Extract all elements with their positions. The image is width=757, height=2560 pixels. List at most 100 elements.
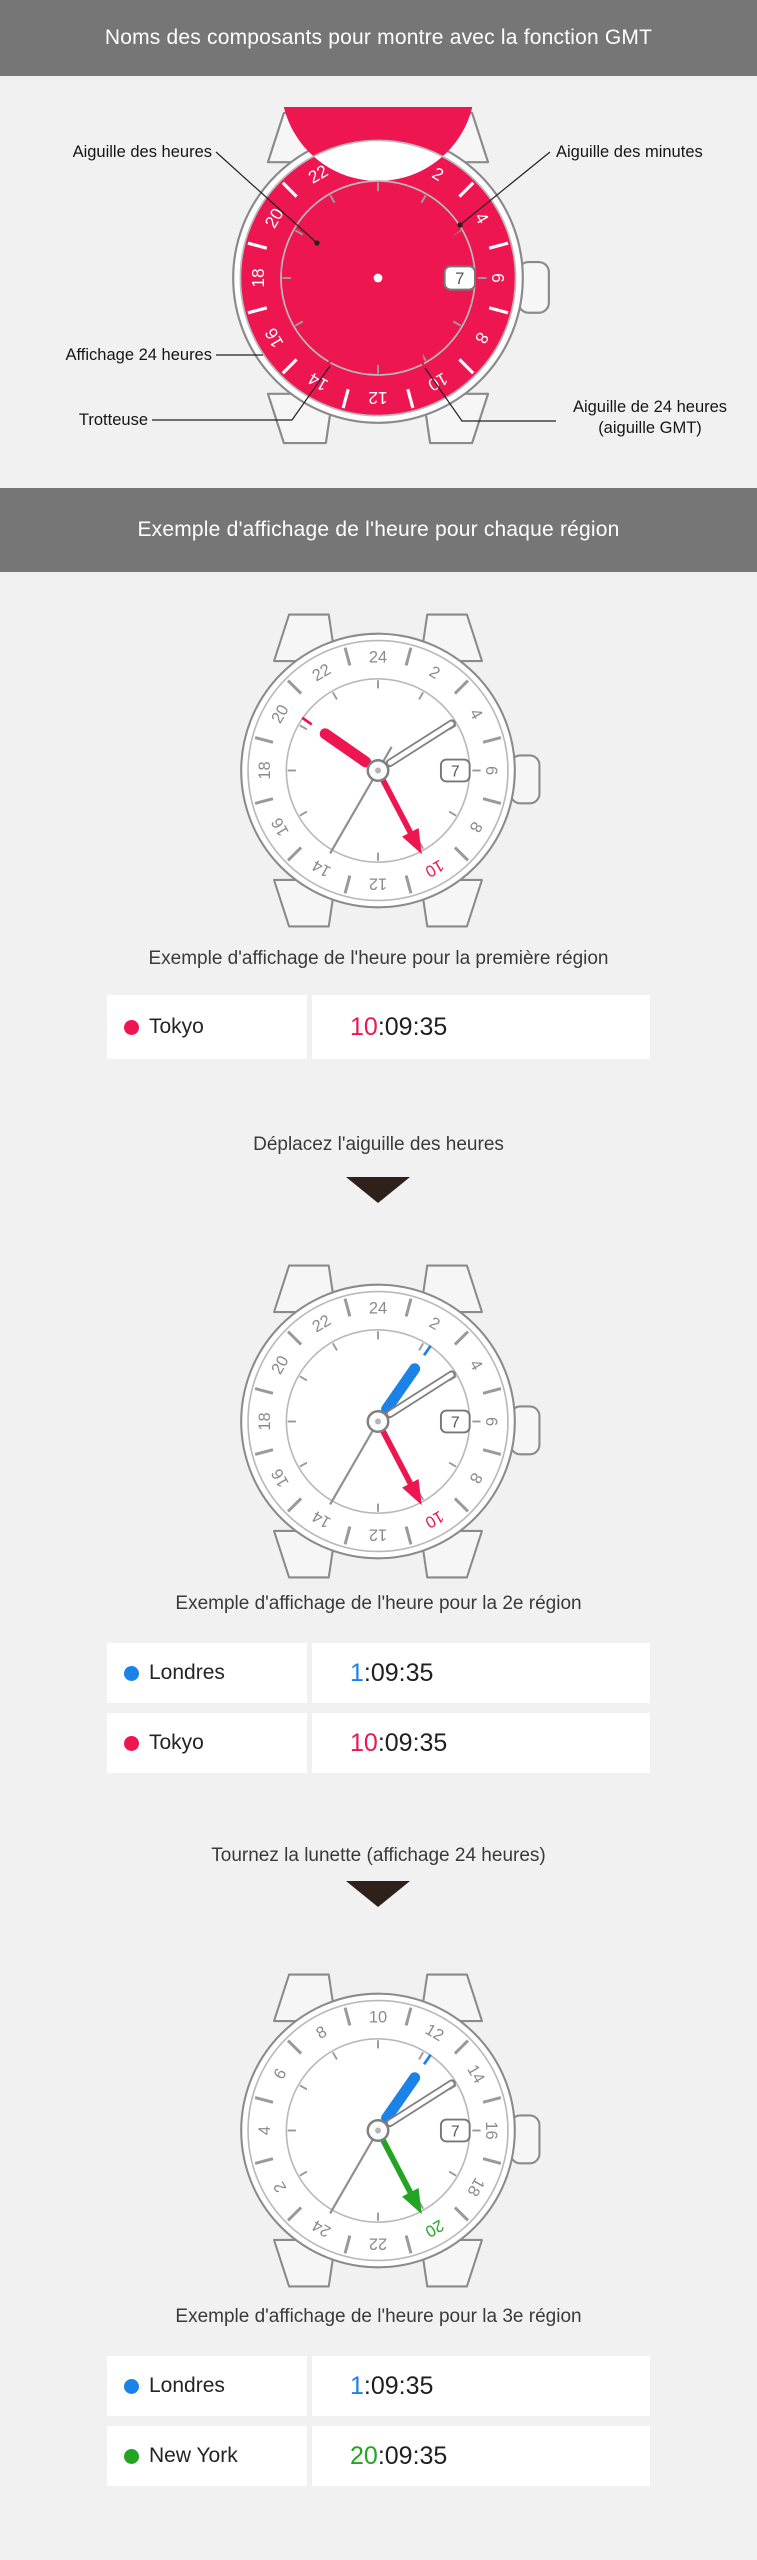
dial-tick xyxy=(299,2084,308,2091)
bezel-tick xyxy=(488,306,509,315)
bezel-tick xyxy=(404,1298,413,1317)
dial-tick xyxy=(332,691,338,700)
dial-tick xyxy=(418,2051,424,2060)
bezel-tick xyxy=(254,2096,274,2104)
city-dot-tokyo xyxy=(124,1735,139,1751)
city-name: Tokyo xyxy=(149,1015,204,1038)
bezel-tick xyxy=(286,1497,303,1513)
bezel-tick xyxy=(482,2096,502,2104)
date-window: 7 xyxy=(443,265,487,291)
bezel-tick xyxy=(404,2235,413,2254)
bezel-tick xyxy=(406,388,415,409)
down-arrow-icon xyxy=(346,1881,410,1907)
bezel-tick xyxy=(488,241,509,250)
hour-marker-tick xyxy=(422,2053,432,2066)
dial-tick xyxy=(329,194,336,204)
bezel-outer-edge xyxy=(247,1999,509,2262)
section-header-components: Noms des composants pour montre avec la … xyxy=(0,0,757,76)
hands-hub-center xyxy=(374,1418,382,1425)
date-window-frame xyxy=(443,265,477,291)
label-second-hand: Trotteuse xyxy=(78,411,148,429)
minute-hand-core xyxy=(387,2081,454,2126)
time-value: 10:09:35 xyxy=(312,1729,447,1758)
bezel-tick xyxy=(453,1497,470,1513)
city-cell-londres-2: Londres xyxy=(107,2356,307,2416)
time-value: 20:09:35 xyxy=(312,2442,447,2471)
bezel-tick xyxy=(404,647,413,666)
city-cell-tokyo: Tokyo xyxy=(107,995,307,1059)
label-gmt-hand-line1: Aiguille de 24 heures xyxy=(572,398,728,416)
hour-hand xyxy=(381,2072,421,2124)
dial-tick xyxy=(332,2051,338,2060)
caption-example-2: Exemple d'affichage de l'heure pour la 2… xyxy=(175,1593,582,1614)
time-cell-tokyo-2: 10:09:35 xyxy=(312,1713,650,1773)
dial-tick xyxy=(418,1342,424,1351)
bezel-tick xyxy=(343,647,352,666)
gmt-hand-arrowhead xyxy=(402,1479,422,1506)
hands-hub-center xyxy=(373,273,383,283)
bezel-tick xyxy=(482,2157,502,2165)
time-hour: 1 xyxy=(350,1658,364,1687)
bezel-tick xyxy=(341,388,350,409)
bezel-tick xyxy=(482,797,502,805)
city-cell-londres: Londres xyxy=(107,1643,307,1703)
time-hour: 20 xyxy=(350,2441,378,2470)
minute-hand-core xyxy=(387,721,454,766)
hour-marker-tick xyxy=(422,1344,432,1357)
time-cell-londres-2: 1:09:35 xyxy=(312,2356,650,2416)
minute-hand xyxy=(385,223,461,275)
bezel-tick xyxy=(453,2039,470,2055)
bezel-number: 12 xyxy=(369,1525,387,1543)
bezel-tick xyxy=(453,1330,470,1346)
label-hour-hand: Aiguille des heures xyxy=(72,143,212,161)
dial-tick xyxy=(299,2170,308,2177)
time-cell-tokyo: 10:09:35 xyxy=(312,995,650,1059)
time-rest: :09:35 xyxy=(377,2441,448,2470)
bezel-number: 18 xyxy=(256,1412,274,1430)
dial-tick xyxy=(418,691,424,700)
hour-marker-tick xyxy=(301,716,313,726)
label-24h-display: Affichage 24 heures xyxy=(65,346,212,364)
step-1-text: Déplacez l'aiguille des heures xyxy=(253,1134,504,1155)
bezel-tick xyxy=(247,306,268,315)
city-cell-tokyo-2: Tokyo xyxy=(107,1713,307,1773)
city-name: New York xyxy=(149,2444,238,2467)
bezel-tick xyxy=(482,736,502,744)
bezel-tick xyxy=(341,147,350,168)
bezel-number: 22 xyxy=(369,2234,387,2252)
bezel-tick xyxy=(482,1387,502,1395)
bezel-tick xyxy=(343,1298,352,1317)
bezel-outer-edge xyxy=(239,139,517,417)
bezel-tick xyxy=(404,875,413,894)
city-name: Tokyo xyxy=(149,1731,204,1754)
label-gmt-hand-line2: (aiguille GMT) xyxy=(598,419,702,437)
bezel-tick xyxy=(406,147,415,168)
bezel-tick xyxy=(453,846,470,862)
bezel-tick xyxy=(254,1387,274,1395)
bezel-number: 16 xyxy=(482,2121,500,2139)
bezel-tick xyxy=(247,241,268,250)
bezel-tick xyxy=(254,736,274,744)
gmt-hand-arrowhead xyxy=(403,338,425,367)
caption-example-1: Exemple d'affichage de l'heure pour la p… xyxy=(148,948,609,969)
dial-tick xyxy=(448,1461,457,1468)
bezel-tick xyxy=(482,1448,502,1456)
bezel-number: 18 xyxy=(248,268,268,287)
city-name: Londres xyxy=(149,1661,225,1684)
section-header-components-title: Noms des composants pour montre avec la … xyxy=(104,26,653,49)
bezel-number: 6 xyxy=(488,273,508,283)
bezel-tick xyxy=(254,797,274,805)
bezel-tick xyxy=(286,679,303,695)
date-value: 7 xyxy=(451,2123,460,2140)
label-minute-hand: Aiguille des minutes xyxy=(556,143,703,161)
time-value: 1:09:35 xyxy=(312,1659,433,1688)
dial-tick xyxy=(448,810,457,817)
section-header-examples: Exemple d'affichage de l'heure pour chaq… xyxy=(0,488,757,572)
bezel-number: 24 xyxy=(369,1300,387,1318)
down-arrow-icon xyxy=(346,1177,410,1203)
bezel-tick xyxy=(453,679,470,695)
